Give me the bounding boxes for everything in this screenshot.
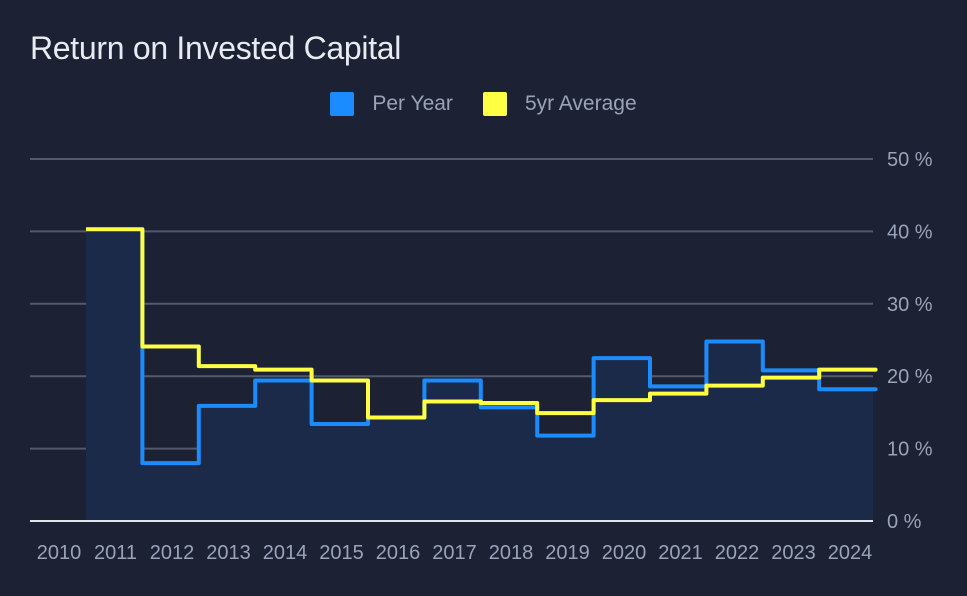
legend-item-5yr-average[interactable]: 5yr Average: [482, 92, 637, 116]
y-tick-label-50: 50 %: [887, 149, 933, 171]
y-tick-label-40: 40 %: [887, 221, 933, 243]
x-tick-label-2020: 2020: [602, 542, 647, 564]
x-tick-label-2015: 2015: [319, 542, 364, 564]
x-tick-label-2022: 2022: [715, 542, 760, 564]
legend-swatch-5yr-average: [482, 92, 507, 116]
legend-label-per-year: Per Year: [372, 92, 453, 115]
y-tick-label-0: 0 %: [887, 511, 922, 533]
y-tick-label-30: 30 %: [887, 294, 933, 316]
x-tick-label-2010: 2010: [37, 542, 82, 564]
y-tick-label-10: 10 %: [887, 439, 933, 461]
x-tick-label-2018: 2018: [489, 542, 534, 564]
x-tick-label-2011: 2011: [94, 542, 137, 564]
x-tick-label-2017: 2017: [432, 542, 477, 564]
series-line-per-year: [140, 229, 878, 466]
area-per-year: [86, 229, 876, 521]
x-tick-label-2014: 2014: [263, 542, 308, 564]
legend: Per Year 5yr Average: [0, 92, 967, 116]
x-tick-label-2023: 2023: [771, 542, 816, 564]
x-tick-label-2013: 2013: [206, 542, 251, 564]
x-tick-label-2012: 2012: [150, 542, 195, 564]
series-line-5yr-average: [86, 227, 878, 420]
chart-title: Return on Invested Capital: [30, 30, 402, 66]
x-tick-label-2024: 2024: [828, 542, 873, 564]
x-tick-label-2019: 2019: [545, 542, 590, 564]
y-tick-label-20: 20 %: [887, 366, 933, 388]
legend-item-per-year[interactable]: Per Year: [330, 92, 453, 116]
legend-swatch-per-year: [330, 92, 355, 116]
x-tick-label-2016: 2016: [376, 542, 421, 564]
x-tick-label-2021: 2021: [658, 542, 703, 564]
legend-label-5yr-average: 5yr Average: [524, 92, 637, 115]
